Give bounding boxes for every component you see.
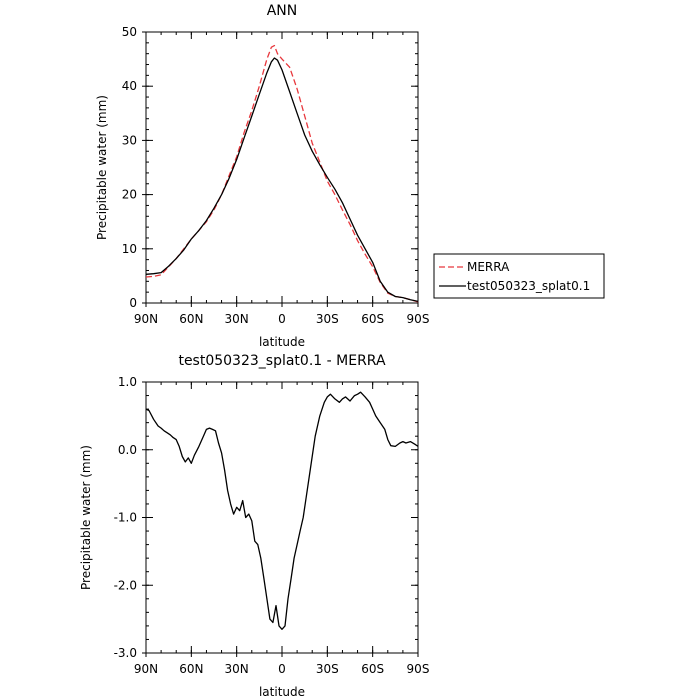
y-tick-label: 40 (122, 79, 137, 93)
y-tick-label: -1.0 (114, 511, 137, 525)
plot-frame (145, 31, 419, 304)
x-tick-label: 30N (225, 662, 249, 676)
y-tick-label: 30 (122, 133, 137, 147)
x-tick-label: 30S (316, 312, 339, 326)
y-tick-label: 0.0 (118, 443, 137, 457)
x-tick-label: 90N (134, 312, 158, 326)
series-line-merra (145, 44, 419, 303)
y-axis-label: Precipitable water (mm) (79, 445, 93, 590)
chart-panel-top: 90N 60N 30N 0 30S 60S 90S 0 10 20 30 40 50 ANN latitud… (95, 3, 605, 349)
legend-entry: test050323_splat0.1 (467, 279, 590, 293)
legend-box (433, 253, 605, 299)
series-line-test050323-splat0-1 (145, 57, 419, 303)
series-line-difference (145, 391, 419, 630)
y-tick-label: 1.0 (118, 375, 137, 389)
y-axis-label: Precipitable water (mm) (95, 95, 109, 240)
y-tick-label: 0 (129, 296, 137, 310)
plot-frame (145, 381, 419, 654)
y-tick-label: 20 (122, 188, 137, 202)
x-tick-label: 30S (316, 662, 339, 676)
y-tick-label: -3.0 (114, 646, 137, 660)
y-tick-label: 10 (122, 242, 137, 256)
legend-entry: MERRA (467, 260, 510, 274)
x-tick-label: 0 (278, 662, 286, 676)
legend: MERRA test050323_splat0.1 (433, 253, 605, 299)
x-tick-label: 90S (407, 312, 430, 326)
x-tick-label: 90N (134, 662, 158, 676)
x-tick-label: 30N (225, 312, 249, 326)
x-axis-label: latitude (259, 335, 305, 349)
x-tick-label: 60N (179, 312, 203, 326)
x-tick-label: 60N (179, 662, 203, 676)
x-tick-label: 90S (407, 662, 430, 676)
y-tick-label: 50 (122, 25, 137, 39)
y-tick-label: -2.0 (114, 578, 137, 592)
x-tick-label: 0 (278, 312, 286, 326)
chart-panel-bottom: 90N 60N 30N 0 30S 60S 90S -3.0 -2.0 -1.0 0.0 1.0 tes… (79, 353, 429, 699)
x-tick-label: 60S (361, 312, 384, 326)
chart-title: test050323_splat0.1 - MERRA (178, 353, 385, 369)
x-axis-label: latitude (259, 685, 305, 699)
chart-title: ANN (267, 3, 298, 19)
x-tick-label: 60S (361, 662, 384, 676)
